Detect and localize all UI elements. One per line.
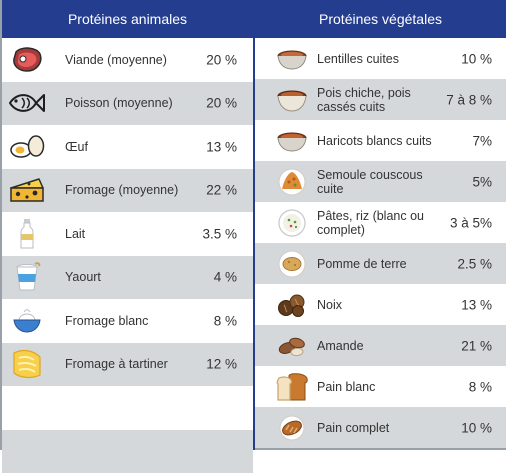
- food-name: Haricots blancs cuits: [317, 134, 432, 148]
- protein-value: 7%: [472, 133, 492, 148]
- empty-row: [2, 386, 253, 430]
- table-row: Pomme de terre 2.5 %: [255, 243, 506, 284]
- table-row: Haricots blancs cuits 7%: [255, 120, 506, 161]
- food-name: Noix: [317, 298, 342, 312]
- lentils-bowl-icon: [275, 43, 309, 75]
- beans-bowl-icon: [275, 125, 309, 157]
- potato-icon: [275, 248, 309, 280]
- table-row: Pain complet 10 %: [255, 407, 506, 448]
- food-name: Pois chiche, pois cassés cuits: [317, 86, 449, 114]
- protein-value: 8 %: [214, 313, 237, 328]
- vegetal-proteins-header: Protéines végétales: [255, 0, 506, 38]
- protein-value: 13 %: [461, 297, 492, 312]
- cheese-icon: [8, 173, 46, 207]
- protein-value: 3 à 5%: [450, 215, 492, 230]
- food-name: Lait: [65, 227, 85, 241]
- protein-value: 5%: [472, 174, 492, 189]
- food-name: Semoule couscous cuite: [317, 168, 449, 196]
- wholemeal-bread-icon: [275, 412, 309, 444]
- food-name: Lentilles cuites: [317, 52, 399, 66]
- animal-proteins-column: Viande (moyenne) 20 % Poisson (moyenne) …: [2, 38, 253, 473]
- protein-value: 20 %: [206, 52, 237, 67]
- couscous-icon: [275, 166, 309, 198]
- table-row: Pain blanc 8 %: [255, 366, 506, 407]
- cheese-spread-icon: [8, 347, 46, 381]
- protein-value: 12 %: [206, 357, 237, 372]
- white-bread-icon: [275, 371, 309, 403]
- food-name: Fromage (moyenne): [65, 183, 178, 197]
- empty-row: [2, 430, 253, 473]
- vegetal-proteins-column: Lentilles cuites 10 % Pois chiche, pois …: [255, 38, 506, 448]
- table-row: Semoule couscous cuite 5%: [255, 161, 506, 202]
- food-name: Fromage blanc: [65, 314, 148, 328]
- yogurt-icon: [8, 260, 46, 294]
- table-row: Œuf 13 %: [2, 125, 253, 169]
- food-name: Amande: [317, 339, 364, 353]
- protein-value: 8 %: [469, 379, 492, 394]
- animal-proteins-header: Protéines animales: [2, 0, 253, 38]
- table-row: Fromage à tartiner 12 %: [2, 343, 253, 387]
- table-row: Amande 21 %: [255, 325, 506, 366]
- table-row: Pâtes, riz (blanc ou complet) 3 à 5%: [255, 202, 506, 243]
- milk-bottle-icon: [8, 217, 46, 251]
- table-row: Fromage blanc 8 %: [2, 299, 253, 343]
- table-row: Lentilles cuites 10 %: [255, 38, 506, 79]
- food-name: Viande (moyenne): [65, 53, 167, 67]
- food-name: Yaourt: [65, 270, 101, 284]
- protein-value: 13 %: [206, 139, 237, 154]
- chickpeas-bowl-icon: [275, 84, 309, 116]
- protein-value: 10 %: [461, 51, 492, 66]
- cream-cheese-bowl-icon: [8, 304, 46, 338]
- almond-icon: [275, 330, 309, 362]
- protein-value: 2.5 %: [457, 256, 492, 271]
- food-name: Pâtes, riz (blanc ou complet): [317, 209, 449, 237]
- protein-value: 4 %: [214, 270, 237, 285]
- protein-value: 22 %: [206, 183, 237, 198]
- food-name: Fromage à tartiner: [65, 357, 168, 371]
- food-name: Pomme de terre: [317, 257, 407, 271]
- egg-icon: [8, 130, 46, 164]
- steak-icon: [8, 43, 46, 77]
- protein-value: 7 à 8 %: [446, 92, 492, 107]
- food-name: Œuf: [65, 140, 88, 154]
- food-name: Pain complet: [317, 421, 389, 435]
- table-row: Yaourt 4 %: [2, 256, 253, 300]
- table-row: Viande (moyenne) 20 %: [2, 38, 253, 82]
- protein-value: 20 %: [206, 96, 237, 111]
- table-row: Poisson (moyenne) 20 %: [2, 82, 253, 126]
- protein-value: 21 %: [461, 338, 492, 353]
- rice-plate-icon: [275, 207, 309, 239]
- walnut-icon: [275, 289, 309, 321]
- protein-value: 3.5 %: [202, 226, 237, 241]
- protein-table: Protéines animales Protéines végétales V…: [0, 0, 506, 450]
- fish-icon: [8, 86, 46, 120]
- protein-value: 10 %: [461, 420, 492, 435]
- food-name: Pain blanc: [317, 380, 375, 394]
- table-row: Pois chiche, pois cassés cuits 7 à 8 %: [255, 79, 506, 120]
- table-row: Noix 13 %: [255, 284, 506, 325]
- table-row: Fromage (moyenne) 22 %: [2, 169, 253, 213]
- food-name: Poisson (moyenne): [65, 96, 173, 110]
- table-row: Lait 3.5 %: [2, 212, 253, 256]
